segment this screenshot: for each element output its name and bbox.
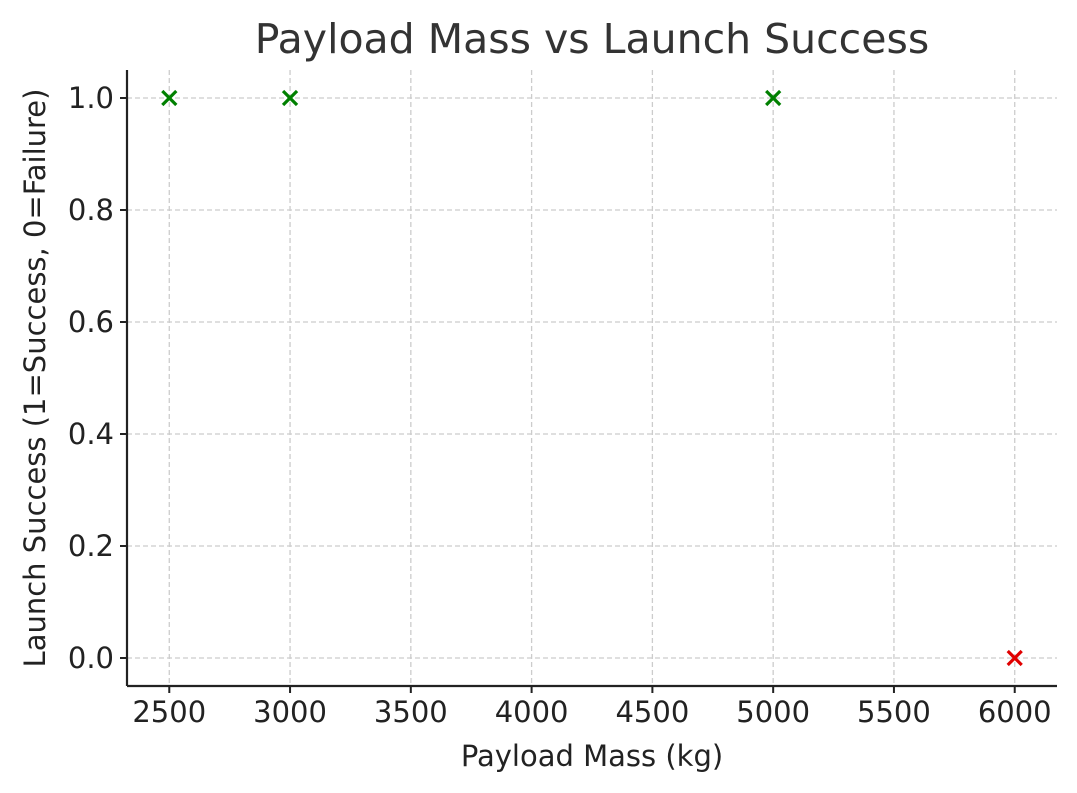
x-tick-label: 5500: [857, 695, 931, 729]
x-tick-label: 3000: [253, 695, 327, 729]
point-marker-stroke: [765, 89, 782, 107]
data-point: [765, 89, 782, 107]
data-point: [1006, 649, 1023, 667]
point-marker-stroke: [281, 89, 299, 107]
x-axis-label: Payload Mass (kg): [461, 739, 723, 773]
point-marker-stroke: [161, 89, 178, 107]
data-point: [161, 89, 178, 107]
y-axis-label: Launch Success (1=Success, 0=Failure): [18, 89, 52, 668]
x-tick-label: 4000: [495, 695, 569, 729]
chart-title: Payload Mass vs Launch Success: [255, 15, 929, 63]
data-point: [281, 89, 299, 107]
point-marker-stroke: [1006, 649, 1023, 667]
x-tick-label: 4500: [615, 695, 689, 729]
x-tick-label: 2500: [132, 695, 206, 729]
data-points: [161, 89, 1023, 667]
y-tick-label: 0.4: [68, 417, 114, 451]
y-tick-label: 0.0: [68, 641, 114, 675]
axes: [120, 70, 1057, 693]
y-tick-label: 0.2: [68, 529, 114, 563]
grid: [127, 70, 1057, 686]
x-tick-label: 3500: [374, 695, 448, 729]
x-tick-label: 6000: [978, 695, 1052, 729]
y-tick-label: 1.0: [68, 81, 114, 115]
tick-labels: 2500 3000 3500 4000 4500 5000 5500 6000 0.0 0.2 0.…: [68, 81, 1052, 729]
x-tick-label: 5000: [736, 695, 810, 729]
y-tick-label: 0.8: [68, 193, 114, 227]
y-tick-label: 0.6: [68, 305, 114, 339]
